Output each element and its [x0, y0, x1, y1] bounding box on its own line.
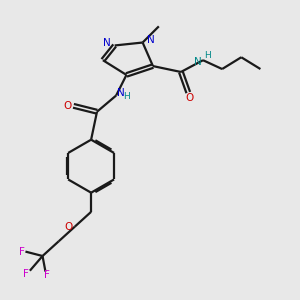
- Text: N: N: [194, 57, 202, 67]
- Text: O: O: [63, 101, 72, 111]
- Text: N: N: [117, 88, 124, 98]
- Text: N: N: [103, 38, 110, 48]
- Text: F: F: [19, 247, 25, 256]
- Text: O: O: [64, 222, 73, 232]
- Text: F: F: [23, 269, 29, 279]
- Text: N: N: [147, 35, 155, 45]
- Text: H: H: [123, 92, 130, 101]
- Text: H: H: [205, 51, 211, 60]
- Text: F: F: [44, 270, 50, 280]
- Text: O: O: [186, 94, 194, 103]
